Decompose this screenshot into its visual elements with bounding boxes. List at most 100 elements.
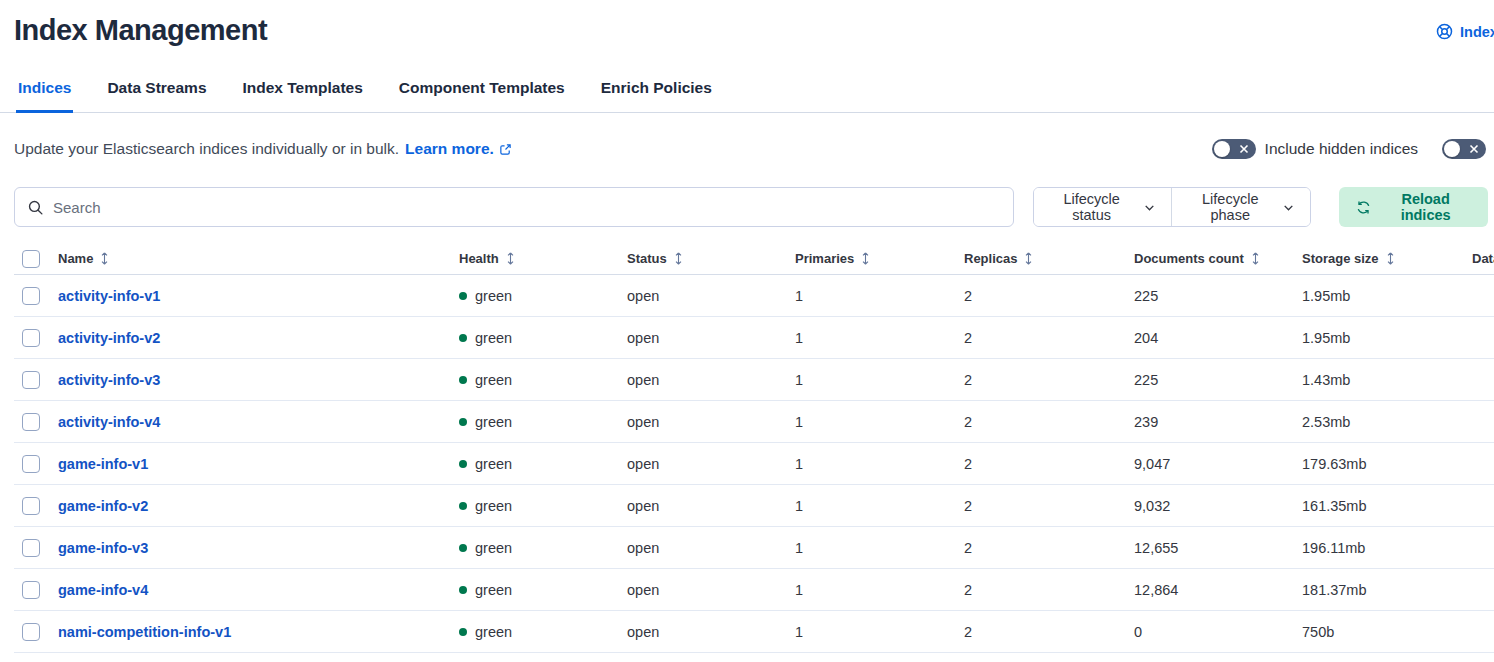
row-checkbox[interactable] (22, 497, 40, 515)
column-header-status[interactable]: Status (627, 251, 795, 266)
health-dot-icon (459, 586, 467, 594)
column-header-data-stream[interactable]: Data stream (1472, 251, 1494, 266)
intro-description: Update your Elasticsearch indices indivi… (14, 140, 399, 158)
chevron-down-icon (1282, 201, 1295, 214)
storage-size-value: 1.43mb (1302, 372, 1472, 388)
lifecycle-phase-label: Lifecycle phase (1187, 191, 1273, 223)
storage-size-value: 196.11mb (1302, 540, 1472, 556)
learn-more-label: Learn more. (405, 140, 494, 158)
health-value: green (475, 330, 512, 346)
row-checkbox-cell (14, 581, 58, 599)
replicas-value: 2 (964, 330, 1134, 346)
status-value: open (627, 540, 795, 556)
sort-icon (860, 251, 871, 266)
tab-index-templates[interactable]: Index Templates (241, 73, 365, 113)
table-body: activity-info-v1 green open 1 2 225 1.95… (14, 275, 1494, 653)
status-value: open (627, 330, 795, 346)
indices-table: Name Health Status Primaries Replicas Do… (14, 243, 1494, 653)
search-box (14, 187, 1014, 227)
replicas-value: 2 (964, 498, 1134, 514)
column-header-health[interactable]: Health (459, 251, 627, 266)
storage-size-value: 1.95mb (1302, 288, 1472, 304)
column-header-replicas[interactable]: Replicas (964, 251, 1134, 266)
health-value: green (475, 288, 512, 304)
index-name-link[interactable]: game-info-v2 (58, 498, 148, 514)
lifecycle-status-label: Lifecycle status (1049, 191, 1134, 223)
primaries-value: 1 (795, 372, 964, 388)
table-row: activity-info-v1 green open 1 2 225 1.95… (14, 275, 1494, 317)
row-checkbox-cell (14, 497, 58, 515)
row-checkbox-cell (14, 371, 58, 389)
docs-link-label: Index Management docs (1460, 24, 1494, 40)
table-row: nami-competition-info-v1 green open 1 2 … (14, 611, 1494, 653)
status-value: open (627, 456, 795, 472)
tab-data-streams[interactable]: Data Streams (105, 73, 208, 113)
index-name-link[interactable]: activity-info-v4 (58, 414, 160, 430)
index-name-link[interactable]: activity-info-v1 (58, 288, 160, 304)
select-all-checkbox[interactable] (22, 250, 40, 268)
table-header-row: Name Health Status Primaries Replicas Do… (14, 243, 1494, 275)
secondary-toggle[interactable] (1442, 139, 1486, 159)
row-checkbox[interactable] (22, 455, 40, 473)
column-header-storage-size[interactable]: Storage size (1302, 251, 1472, 266)
replicas-value: 2 (964, 414, 1134, 430)
health-dot-icon (459, 628, 467, 636)
row-checkbox[interactable] (22, 287, 40, 305)
tab-indices[interactable]: Indices (16, 73, 73, 113)
index-name-link[interactable]: game-info-v4 (58, 582, 148, 598)
replicas-value: 2 (964, 582, 1134, 598)
health-dot-icon (459, 418, 467, 426)
column-header-documents-count[interactable]: Documents count (1134, 251, 1302, 266)
index-name-link[interactable]: game-info-v3 (58, 540, 148, 556)
column-label: Primaries (795, 251, 854, 266)
row-checkbox[interactable] (22, 371, 40, 389)
status-value: open (627, 288, 795, 304)
index-name-link[interactable]: nami-competition-info-v1 (58, 624, 231, 640)
docs-link[interactable]: Index Management docs (1436, 23, 1494, 40)
documents-count-value: 12,864 (1134, 582, 1302, 598)
page-header: Index Management Index Management docs (0, 0, 1494, 47)
column-label: Replicas (964, 251, 1017, 266)
lifecycle-status-filter[interactable]: Lifecycle status (1034, 188, 1171, 226)
header-checkbox-cell (14, 250, 58, 268)
include-hidden-label: Include hidden indices (1265, 140, 1418, 158)
documents-count-value: 225 (1134, 372, 1302, 388)
column-label: Storage size (1302, 251, 1379, 266)
column-label: Data stream (1472, 251, 1494, 266)
storage-size-value: 2.53mb (1302, 414, 1472, 430)
primaries-value: 1 (795, 414, 964, 430)
reload-indices-label: Reload indices (1380, 191, 1471, 223)
search-input[interactable] (53, 199, 1001, 216)
replicas-value: 2 (964, 456, 1134, 472)
health-value: green (475, 582, 512, 598)
column-header-name[interactable]: Name (58, 251, 459, 266)
sort-icon (1250, 251, 1261, 266)
row-checkbox[interactable] (22, 329, 40, 347)
refresh-icon (1356, 200, 1371, 215)
lifecycle-phase-filter[interactable]: Lifecycle phase (1171, 188, 1310, 226)
include-hidden-toggle[interactable] (1212, 139, 1256, 159)
index-name-link[interactable]: game-info-v1 (58, 456, 148, 472)
intro-text: Update your Elasticsearch indices indivi… (14, 140, 512, 158)
column-label: Name (58, 251, 93, 266)
index-name-link[interactable]: activity-info-v3 (58, 372, 160, 388)
row-checkbox[interactable] (22, 413, 40, 431)
row-checkbox[interactable] (22, 623, 40, 641)
row-checkbox[interactable] (22, 581, 40, 599)
row-checkbox[interactable] (22, 539, 40, 557)
reload-indices-button[interactable]: Reload indices (1339, 187, 1488, 227)
tab-component-templates[interactable]: Component Templates (397, 73, 567, 113)
column-header-primaries[interactable]: Primaries (795, 251, 964, 266)
health-value: green (475, 372, 512, 388)
column-label: Status (627, 251, 667, 266)
sort-icon (505, 251, 516, 266)
storage-size-value: 181.37mb (1302, 582, 1472, 598)
page-title: Index Management (14, 14, 1480, 47)
tab-enrich-policies[interactable]: Enrich Policies (599, 73, 714, 113)
storage-size-value: 750b (1302, 624, 1472, 640)
health-cell: green (459, 456, 627, 472)
learn-more-link[interactable]: Learn more. (405, 140, 512, 158)
index-name-link[interactable]: activity-info-v2 (58, 330, 160, 346)
health-value: green (475, 624, 512, 640)
replicas-value: 2 (964, 624, 1134, 640)
